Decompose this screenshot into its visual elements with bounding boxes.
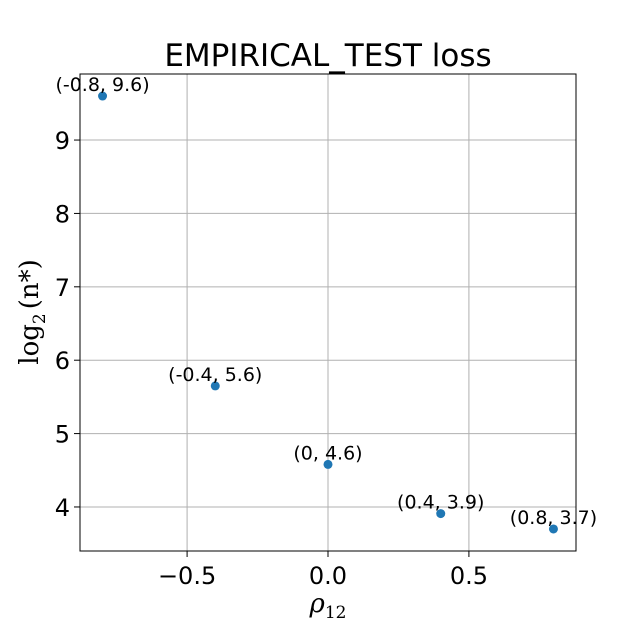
data-points	[98, 91, 558, 534]
plot-frame	[79, 73, 577, 552]
chart-title: EMPIRICAL_TEST loss	[164, 38, 491, 74]
data-point	[436, 509, 446, 519]
data-point-label: (0, 4.6)	[293, 442, 362, 464]
data-point	[98, 91, 108, 101]
data-point-label: (-0.8, 9.6)	[55, 74, 149, 96]
y-axis-label-arg: (n*)	[15, 259, 45, 309]
x-axis-label-main: ρ	[309, 589, 326, 619]
data-point-label: (0.4, 3.9)	[397, 492, 484, 514]
y-tick-label: 8	[55, 200, 70, 228]
y-tick-label: 7	[55, 274, 70, 302]
x-axis-label: ρ12	[309, 589, 347, 620]
data-point-label: (0.8, 3.7)	[510, 507, 597, 529]
y-tick-label: 6	[55, 347, 70, 375]
x-tick-label: −0.5	[158, 562, 216, 590]
y-axis-label-sub: 2	[30, 313, 50, 324]
data-point	[210, 381, 220, 391]
data-labels: (-0.8, 9.6) (-0.4, 5.6) (0, 4.6) (0.4, 3.9)…	[55, 74, 597, 529]
data-point-label: (-0.4, 5.6)	[168, 364, 262, 386]
x-tick-label: 0.5	[450, 562, 488, 590]
data-point	[548, 524, 558, 534]
x-tick-label: 0.0	[309, 562, 347, 590]
axis-ticks: −0.5 0.0 0.5 4 5 6 7 8 9	[55, 127, 488, 590]
y-tick-label: 4	[55, 494, 70, 522]
y-tick-label: 9	[55, 127, 70, 155]
grid-lines	[80, 74, 576, 551]
y-axis-label: log2 (n*)	[15, 259, 50, 365]
y-axis-label-prefix: log	[15, 324, 45, 365]
data-point	[323, 459, 333, 469]
x-axis-label-sub: 12	[325, 603, 347, 620]
y-tick-label: 5	[55, 421, 70, 449]
